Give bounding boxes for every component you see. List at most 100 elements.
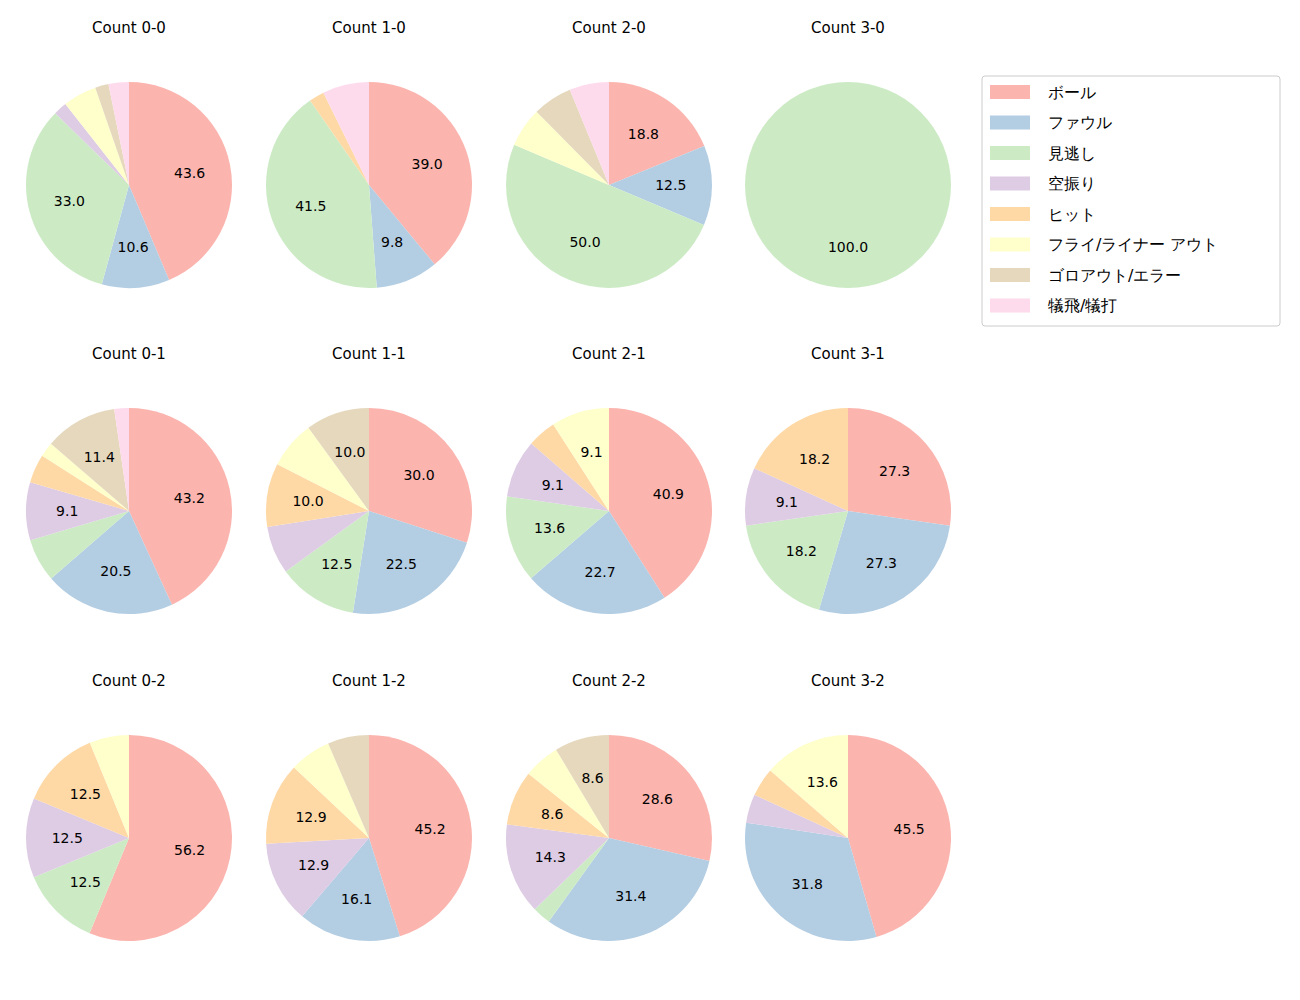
pie-chart: 28.631.414.38.68.6Count 2-2 <box>506 672 712 941</box>
pie-chart: 40.922.713.69.19.1Count 2-1 <box>506 345 712 614</box>
data-label: 9.1 <box>580 444 602 460</box>
pie-slice <box>770 735 848 838</box>
pie-slice <box>848 408 849 511</box>
pie-slice <box>353 511 467 614</box>
legend-swatch <box>990 207 1030 221</box>
pie-slice <box>328 735 369 838</box>
data-label: 100.0 <box>828 239 868 255</box>
data-label: 56.2 <box>174 842 205 858</box>
data-label: 12.5 <box>70 786 101 802</box>
data-label: 12.9 <box>295 809 326 825</box>
pie-slice <box>848 408 849 511</box>
pie-slice <box>609 408 610 511</box>
chart-title: Count 3-1 <box>811 345 885 363</box>
data-label: 45.2 <box>414 821 445 837</box>
data-label: 11.4 <box>84 449 115 465</box>
pie-slice <box>369 185 435 288</box>
legend-label: 犠飛/犠打 <box>1048 296 1117 315</box>
legend-label: フライ/ライナー アウト <box>1048 235 1218 254</box>
chart-title: Count 1-0 <box>332 19 406 37</box>
data-label: 9.1 <box>56 503 78 519</box>
chart-title: Count 0-1 <box>92 345 166 363</box>
data-label: 27.3 <box>866 555 897 571</box>
pie-slice <box>570 82 609 185</box>
data-label: 12.5 <box>52 830 83 846</box>
data-label: 10.0 <box>334 444 365 460</box>
data-label: 39.0 <box>412 156 443 172</box>
pie-slice <box>531 511 664 614</box>
pie-chart: 18.812.550.0Count 2-0 <box>506 19 712 288</box>
data-label: 43.2 <box>174 490 205 506</box>
pie-slice <box>848 82 849 185</box>
pie-chart: 45.216.112.912.9Count 1-2 <box>266 672 472 941</box>
data-label: 40.9 <box>653 486 684 502</box>
pie-chart: 45.5 31.8 13.6 Count 3-2 <box>745 672 951 941</box>
pie-slice <box>129 735 130 838</box>
data-label: 30.0 <box>403 467 434 483</box>
data-label: 28.6 <box>642 791 673 807</box>
pie-chart: 43.6 10.6 33.0 Count 0-0 <box>26 19 232 288</box>
pie-chart: 39.0 9.8 41.5 Count 1-0 <box>266 19 472 288</box>
data-label: 13.6 <box>807 774 838 790</box>
data-label: 31.8 <box>792 876 823 892</box>
chart-title: Count 3-0 <box>811 19 885 37</box>
pie-chart: 100.0 Count 3-0 <box>745 19 951 288</box>
pie-slice <box>848 82 849 185</box>
legend-swatch <box>990 299 1030 313</box>
data-label: 9.8 <box>381 234 403 250</box>
data-label: 9.1 <box>542 477 564 493</box>
data-label: 22.5 <box>386 556 417 572</box>
pie-slice <box>129 735 130 838</box>
legend-label: 見逃し <box>1048 144 1096 163</box>
chart-title: Count 3-2 <box>811 672 885 690</box>
data-label: 10.0 <box>292 493 323 509</box>
legend: ボールファウル見逃し空振りヒットフライ/ライナー アウトゴロアウト/エラー犠飛/… <box>982 76 1280 326</box>
pie-slice <box>369 82 472 264</box>
pie-slice <box>848 735 849 838</box>
pie-slice <box>609 735 610 838</box>
legend-label: ファウル <box>1048 113 1112 132</box>
data-label: 20.5 <box>100 563 131 579</box>
pie-chart: 30.0 22.5 12.5 10.0 10.0 Count 1-1 <box>266 345 472 614</box>
data-label: 9.1 <box>776 494 798 510</box>
pie-slice <box>556 735 609 838</box>
pie-slice <box>323 82 369 185</box>
data-label: 45.5 <box>894 821 925 837</box>
pie-slice <box>745 82 951 288</box>
legend-swatch <box>990 116 1030 130</box>
data-label: 41.5 <box>295 198 326 214</box>
pie-slice <box>848 82 849 185</box>
pie-slice <box>848 735 849 838</box>
data-label: 43.6 <box>174 165 205 181</box>
data-label: 12.5 <box>70 874 101 890</box>
data-label: 12.9 <box>298 857 329 873</box>
figure: 43.6 10.6 33.0 Count 0-0 39.0 9.8 41.5 Count 1-… <box>0 0 1300 1000</box>
pie-slice <box>745 823 876 941</box>
pie-chart: 27.327.318.29.118.2Count 3-1 <box>745 345 951 614</box>
legend-swatch <box>990 238 1030 252</box>
data-label: 12.5 <box>321 556 352 572</box>
pie-slice <box>506 824 609 909</box>
pie-chart: 56.2 12.5 12.5 12.5 Count 0-2 <box>26 672 232 941</box>
legend-label: ヒット <box>1048 205 1096 224</box>
legend-label: 空振り <box>1048 174 1096 193</box>
chart-title: Count 1-1 <box>332 345 406 363</box>
data-label: 31.4 <box>615 888 646 904</box>
chart-title: Count 0-0 <box>92 19 166 37</box>
legend-frame <box>982 76 1280 326</box>
data-label: 50.0 <box>569 234 600 250</box>
pie-slice <box>553 408 609 511</box>
data-label: 10.6 <box>117 239 148 255</box>
chart-title: Count 0-2 <box>92 672 166 690</box>
data-label: 8.6 <box>541 806 563 822</box>
data-label: 33.0 <box>54 193 85 209</box>
pie-slice <box>848 408 849 511</box>
data-label: 18.8 <box>628 126 659 142</box>
data-label: 14.3 <box>535 849 566 865</box>
data-label: 18.2 <box>799 451 830 467</box>
pie-slice <box>848 82 849 185</box>
chart-title: Count 1-2 <box>332 672 406 690</box>
data-label: 27.3 <box>879 463 910 479</box>
legend-swatch <box>990 85 1030 99</box>
pie-slice <box>754 408 848 511</box>
